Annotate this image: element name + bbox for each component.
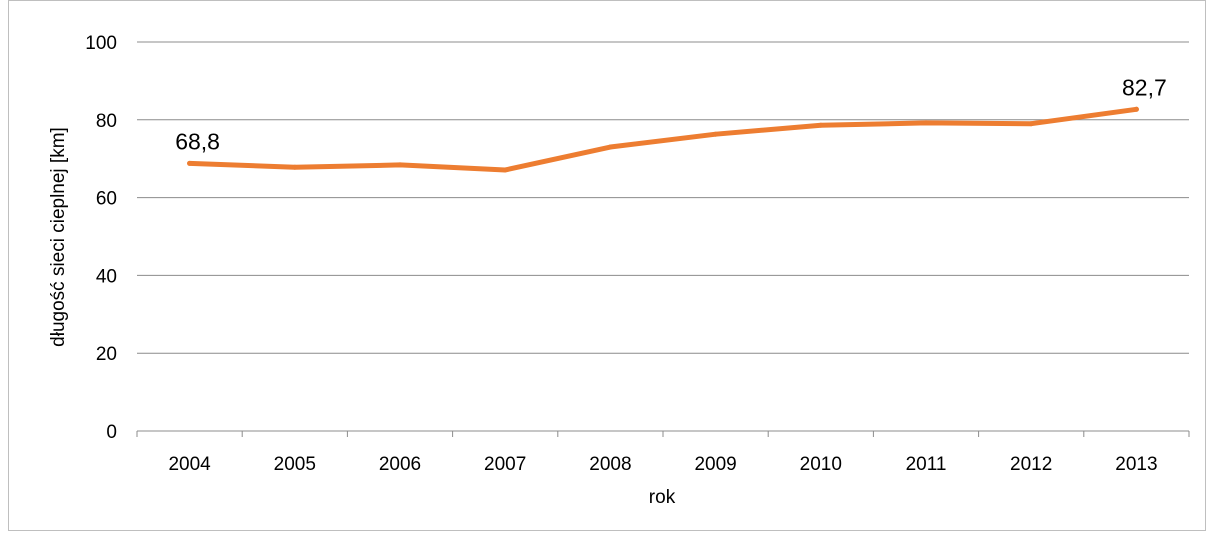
y-axis-title: długość sieci cieplnej [km]	[48, 127, 69, 347]
series-line	[187, 106, 1139, 173]
data-point	[1133, 106, 1139, 112]
data-point	[397, 162, 403, 168]
x-tick-label: 2008	[589, 454, 631, 475]
x-tick-label: 2007	[484, 454, 526, 475]
data-point	[818, 122, 824, 128]
data-label: 82,7	[1122, 74, 1167, 100]
series-layer	[187, 106, 1139, 173]
x-tick-labels: 2004 2005 2006 2007 2008 2009 2010 2011 2012 2013	[168, 454, 1157, 475]
y-tick-labels: 0 20 40 60 80 100	[85, 33, 117, 443]
y-tick-label: 100	[85, 33, 117, 54]
data-point	[713, 131, 719, 137]
data-labels: 68,8 82,7	[175, 74, 1167, 154]
data-point	[187, 160, 193, 166]
chart-frame	[8, 0, 1206, 531]
y-tick-label: 80	[96, 111, 117, 132]
y-tick-label: 60	[96, 189, 117, 210]
x-tick-label: 2004	[168, 454, 211, 475]
x-tick-label: 2009	[694, 454, 736, 475]
y-tick-label: 20	[96, 344, 117, 365]
x-tick-label: 2005	[274, 454, 316, 475]
y-tick-label: 0	[106, 422, 117, 443]
x-tick-label: 2011	[906, 454, 947, 475]
y-tick-label: 40	[96, 266, 117, 287]
data-point	[502, 167, 508, 173]
data-point	[1028, 121, 1034, 127]
x-tick-label: 2010	[800, 454, 842, 475]
data-point	[292, 164, 298, 170]
x-tick-label: 2006	[379, 454, 421, 475]
data-label: 68,8	[175, 128, 220, 154]
x-axis-title: rok	[649, 487, 676, 508]
data-point	[607, 144, 613, 150]
gridlines	[136, 41, 1190, 437]
data-point	[923, 120, 929, 126]
x-tick-label: 2013	[1115, 454, 1157, 475]
x-tick-label: 2012	[1010, 454, 1052, 475]
